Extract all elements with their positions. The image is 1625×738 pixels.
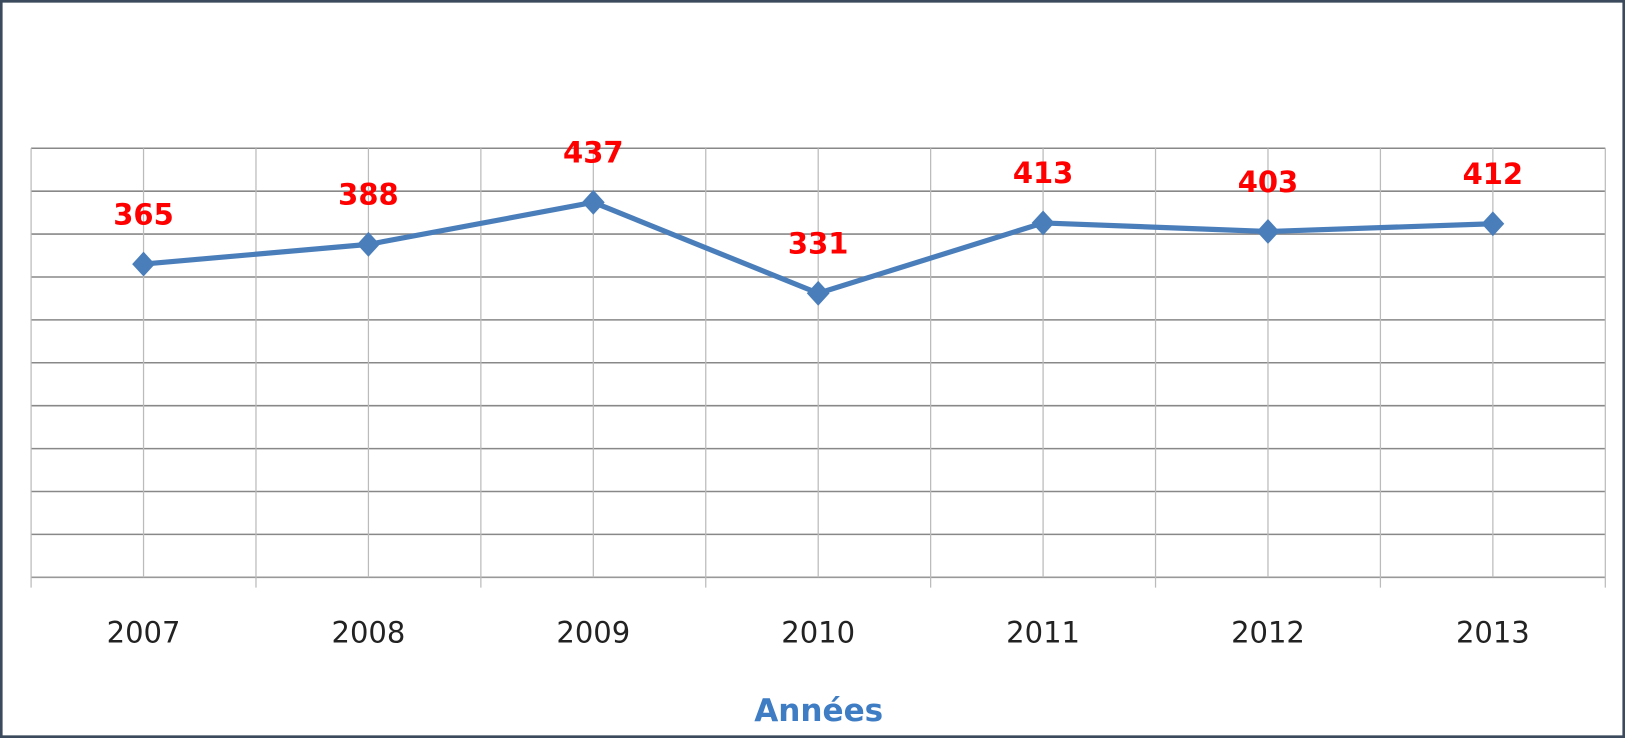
marker <box>581 189 605 215</box>
data-label: 403 <box>1238 165 1299 199</box>
x-tick-label: 2011 <box>1006 615 1080 649</box>
marker <box>1256 219 1280 244</box>
data-label: 437 <box>563 136 624 170</box>
marker <box>806 280 830 306</box>
x-tick-label: 2012 <box>1231 615 1305 649</box>
x-tick-label: 2007 <box>107 615 181 649</box>
x-tick-label: 2009 <box>556 615 630 649</box>
data-label: 365 <box>113 197 174 231</box>
marker <box>1031 210 1055 236</box>
marker <box>1481 211 1505 237</box>
data-label: 388 <box>338 178 399 212</box>
data-label: 413 <box>1013 156 1074 190</box>
data-label: 412 <box>1463 157 1524 191</box>
data-label: 331 <box>788 227 849 261</box>
x-tick-label: 2013 <box>1456 615 1530 649</box>
x-axis-title: Années <box>754 693 883 729</box>
x-tick-label: 2010 <box>781 615 855 649</box>
x-tick-label: 2008 <box>332 615 406 649</box>
